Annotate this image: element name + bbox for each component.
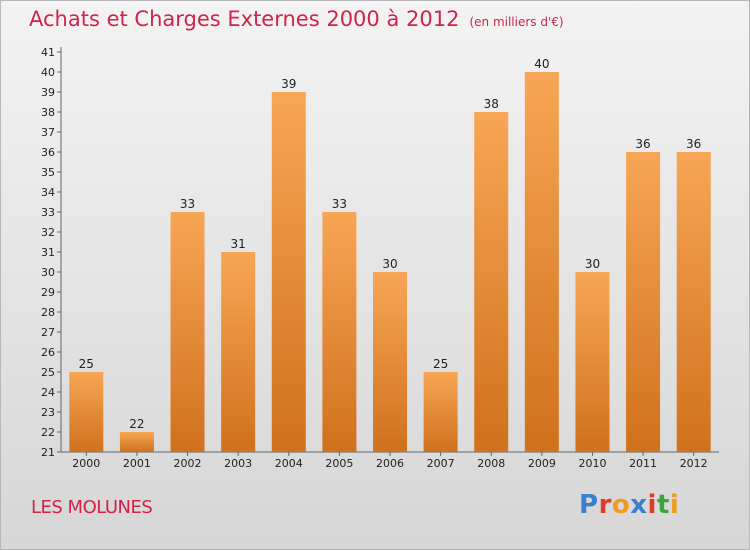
logo-letter: i <box>647 490 657 520</box>
bar-2012[interactable] <box>676 152 711 452</box>
y-tick-label: 41 <box>41 46 55 59</box>
y-tick-label: 22 <box>41 426 55 439</box>
y-tick-label: 29 <box>41 286 55 299</box>
x-tick-label-2011: 2011 <box>629 457 657 470</box>
logo-letter: o <box>611 490 631 520</box>
y-tick-label: 24 <box>41 386 55 399</box>
data-label-2011: 36 <box>635 137 650 151</box>
bar-2009[interactable] <box>524 72 559 452</box>
data-label-2010: 30 <box>585 257 600 271</box>
bar-2000[interactable] <box>69 372 104 452</box>
logo-letter: r <box>598 490 612 520</box>
bar-2011[interactable] <box>626 152 661 452</box>
y-tick-label: 35 <box>41 166 55 179</box>
data-label-2003: 31 <box>231 237 246 251</box>
chart-title-text: Achats et Charges Externes 2000 à 2012 <box>29 7 460 31</box>
x-tick-label-2000: 2000 <box>72 457 100 470</box>
bar-2002[interactable] <box>170 212 205 452</box>
logo-letter: i <box>669 490 680 520</box>
bar-2005[interactable] <box>322 212 357 452</box>
data-label-2000: 25 <box>79 357 94 371</box>
x-tick-label-2002: 2002 <box>174 457 202 470</box>
x-tick-label-2006: 2006 <box>376 457 404 470</box>
bar-2003[interactable] <box>221 252 256 452</box>
y-tick-label: 21 <box>41 446 55 459</box>
data-label-2007: 25 <box>433 357 448 371</box>
data-label-2008: 38 <box>484 97 499 111</box>
y-tick-label: 25 <box>41 366 55 379</box>
y-tick-label: 28 <box>41 306 55 319</box>
y-tick-label: 27 <box>41 326 55 339</box>
chart-title: Achats et Charges Externes 2000 à 2012 (e… <box>29 7 564 31</box>
bar-2004[interactable] <box>271 92 306 452</box>
proxiti-logo[interactable]: Proxiti <box>579 490 679 520</box>
x-tick-label-2001: 2001 <box>123 457 151 470</box>
bar-2007[interactable] <box>423 372 458 452</box>
logo-letter: t <box>656 490 670 520</box>
data-label-2006: 30 <box>382 257 397 271</box>
chart-unit: (en milliers d'€) <box>469 15 564 29</box>
data-label-2002: 33 <box>180 197 195 211</box>
x-tick-label-2003: 2003 <box>224 457 252 470</box>
bar-2008[interactable] <box>474 112 509 452</box>
y-tick-label: 33 <box>41 206 55 219</box>
data-label-2005: 33 <box>332 197 347 211</box>
x-tick-label-2004: 2004 <box>275 457 303 470</box>
data-label-2012: 36 <box>686 137 701 151</box>
y-tick-label: 31 <box>41 246 55 259</box>
x-tick-label-2007: 2007 <box>427 457 455 470</box>
y-tick-label: 40 <box>41 66 55 79</box>
bar-2001[interactable] <box>119 432 154 452</box>
y-tick-label: 38 <box>41 106 55 119</box>
x-tick-label-2005: 2005 <box>325 457 353 470</box>
x-tick-label-2009: 2009 <box>528 457 556 470</box>
data-label-2009: 40 <box>534 57 549 71</box>
x-tick-label-2008: 2008 <box>477 457 505 470</box>
y-tick-label: 23 <box>41 406 55 419</box>
logo-letter: P <box>579 490 599 520</box>
commune-name: LES MOLUNES <box>31 497 153 518</box>
y-tick-label: 34 <box>41 186 55 199</box>
y-tick-label: 26 <box>41 346 55 359</box>
y-tick-label: 36 <box>41 146 55 159</box>
data-label-2004: 39 <box>281 77 296 91</box>
x-tick-label-2010: 2010 <box>578 457 606 470</box>
logo-letter: x <box>630 490 648 520</box>
y-tick-label: 30 <box>41 266 55 279</box>
bar-2006[interactable] <box>373 272 407 452</box>
y-tick-label: 37 <box>41 126 55 139</box>
x-tick-label-2012: 2012 <box>680 457 708 470</box>
y-tick-label: 32 <box>41 226 55 239</box>
y-tick-label: 39 <box>41 86 55 99</box>
bar-2010[interactable] <box>575 272 610 452</box>
data-label-2001: 22 <box>129 417 144 431</box>
